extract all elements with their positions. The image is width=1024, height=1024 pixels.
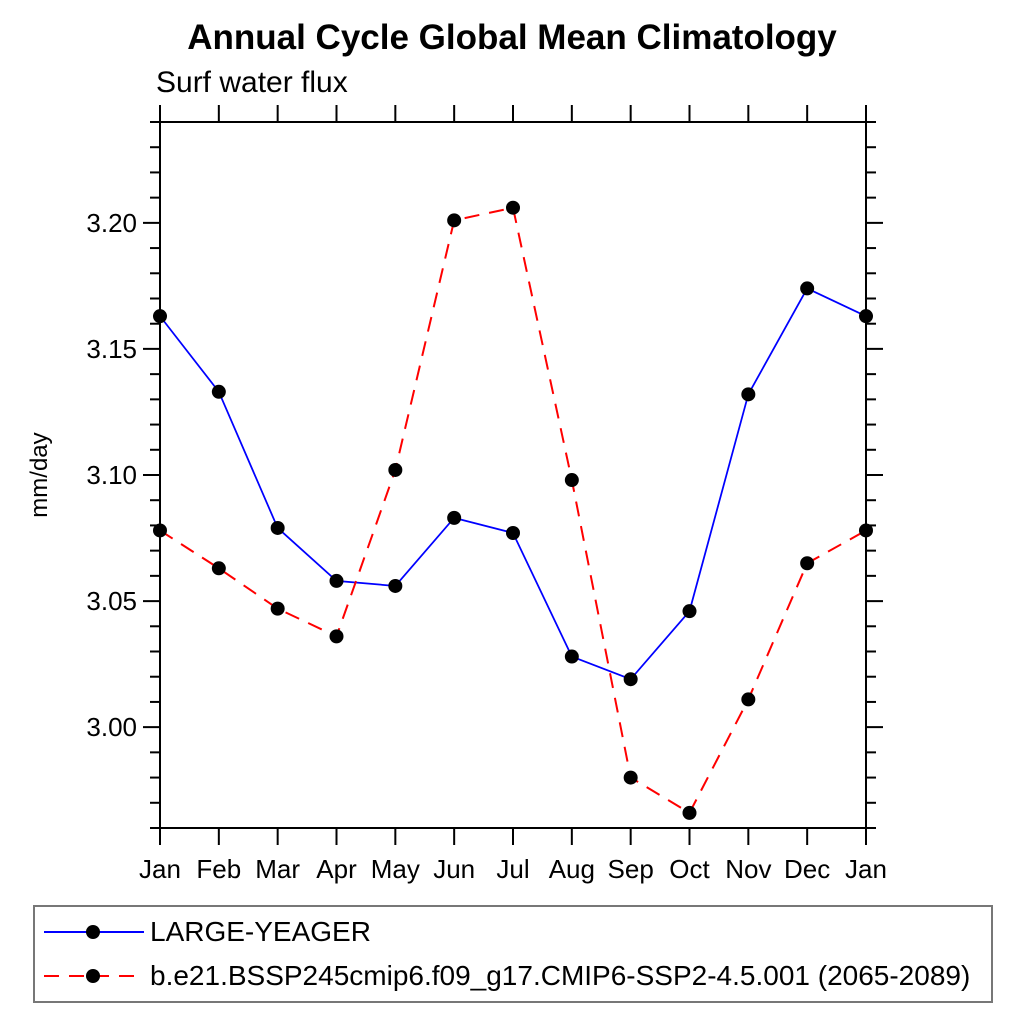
- data-point-marker: [564, 473, 579, 488]
- legend-item-0: LARGE-YEAGER: [35, 910, 991, 954]
- data-point-marker: [211, 384, 226, 399]
- data-point-marker: [329, 573, 344, 588]
- data-point-marker: [447, 213, 462, 228]
- x-tick-label: Jan: [139, 854, 181, 884]
- x-tick-label: Jun: [433, 854, 475, 884]
- data-point-marker: [741, 387, 756, 402]
- legend-marker-dot-icon: [86, 969, 100, 983]
- data-point-marker: [329, 629, 344, 644]
- x-tick-label: May: [371, 854, 420, 884]
- legend-label: b.e21.BSSP245cmip6.f09_g17.CMIP6-SSP2-4.…: [150, 960, 971, 991]
- y-axis-title: mm/day: [26, 432, 53, 517]
- data-point-marker: [447, 510, 462, 525]
- data-point-marker: [564, 649, 579, 664]
- x-tick-label: Mar: [255, 854, 300, 884]
- data-point-marker: [859, 309, 873, 324]
- series-layer: [153, 200, 873, 820]
- plot-border: [159, 121, 867, 829]
- data-point-marker: [388, 462, 403, 477]
- x-tick-label: Jul: [496, 854, 529, 884]
- data-point-marker: [682, 604, 697, 619]
- series-line-1: [159, 206, 867, 815]
- y-tick-label: 3.05: [86, 586, 137, 616]
- data-point-marker: [623, 672, 638, 687]
- data-point-marker: [153, 523, 167, 538]
- legend-label: LARGE-YEAGER: [150, 916, 371, 947]
- legend-sample-dashed-line-icon: [44, 969, 144, 983]
- legend-box: LARGE-YEAGER b.e21.BSSP245cmip6.f09_g17.C…: [33, 905, 993, 1003]
- legend-sample-solid-line-icon: [44, 925, 144, 939]
- axes-layer: Jan Feb Mar Apr May Jun Jul Aug Sep Oct Nov Dec Jan 3…: [86, 105, 887, 884]
- x-tick-label: Nov: [725, 854, 771, 884]
- data-point-marker: [211, 561, 226, 576]
- x-tick-label: Aug: [549, 854, 595, 884]
- data-point-marker: [623, 770, 638, 785]
- y-tick-label: 3.20: [86, 208, 137, 238]
- series-line-0: [159, 287, 867, 681]
- legend-marker-dot-icon: [86, 925, 100, 939]
- x-tick-label: Jan: [845, 854, 887, 884]
- data-point-marker: [153, 309, 167, 324]
- data-point-marker: [270, 520, 285, 535]
- data-point-marker: [270, 601, 285, 616]
- chart-subtitle: Surf water flux: [156, 66, 348, 99]
- x-tick-label: Feb: [196, 854, 241, 884]
- x-tick-label: Dec: [784, 854, 830, 884]
- y-tick-label: 3.10: [86, 460, 137, 490]
- data-point-marker: [682, 805, 697, 820]
- y-tick-label: 3.15: [86, 334, 137, 364]
- data-point-marker: [800, 556, 815, 571]
- data-point-marker: [800, 281, 815, 296]
- x-tick-label: Apr: [316, 854, 357, 884]
- data-point-marker: [506, 200, 520, 215]
- legend-item-1: b.e21.BSSP245cmip6.f09_g17.CMIP6-SSP2-4.…: [35, 954, 991, 998]
- data-point-marker: [741, 692, 756, 707]
- data-point-marker: [506, 525, 520, 540]
- data-point-marker: [388, 578, 403, 593]
- x-tick-label: Sep: [608, 854, 654, 884]
- x-tick-label: Oct: [669, 854, 710, 884]
- y-tick-label: 3.00: [86, 712, 137, 742]
- data-point-marker: [859, 523, 873, 538]
- chart-title: Annual Cycle Global Mean Climatology: [187, 18, 837, 57]
